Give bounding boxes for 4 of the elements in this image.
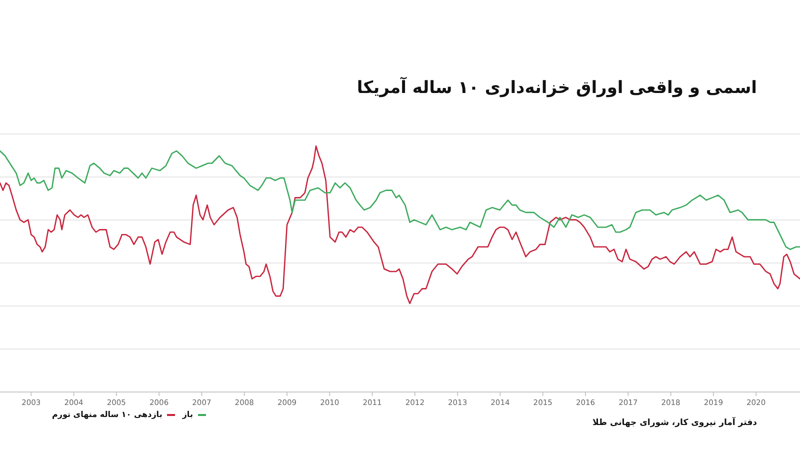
legend-label: بازدهی ۱۰ ساله منهای تورم [52, 410, 162, 419]
chart-title: اسمی و واقعی اوراق خزانه‌داری ۱۰ ساله آمریکا [356, 78, 757, 98]
legend-label: باز [182, 410, 193, 419]
text: دفتر آمار نیروی کار، شورای جهانی طلا [592, 418, 757, 428]
